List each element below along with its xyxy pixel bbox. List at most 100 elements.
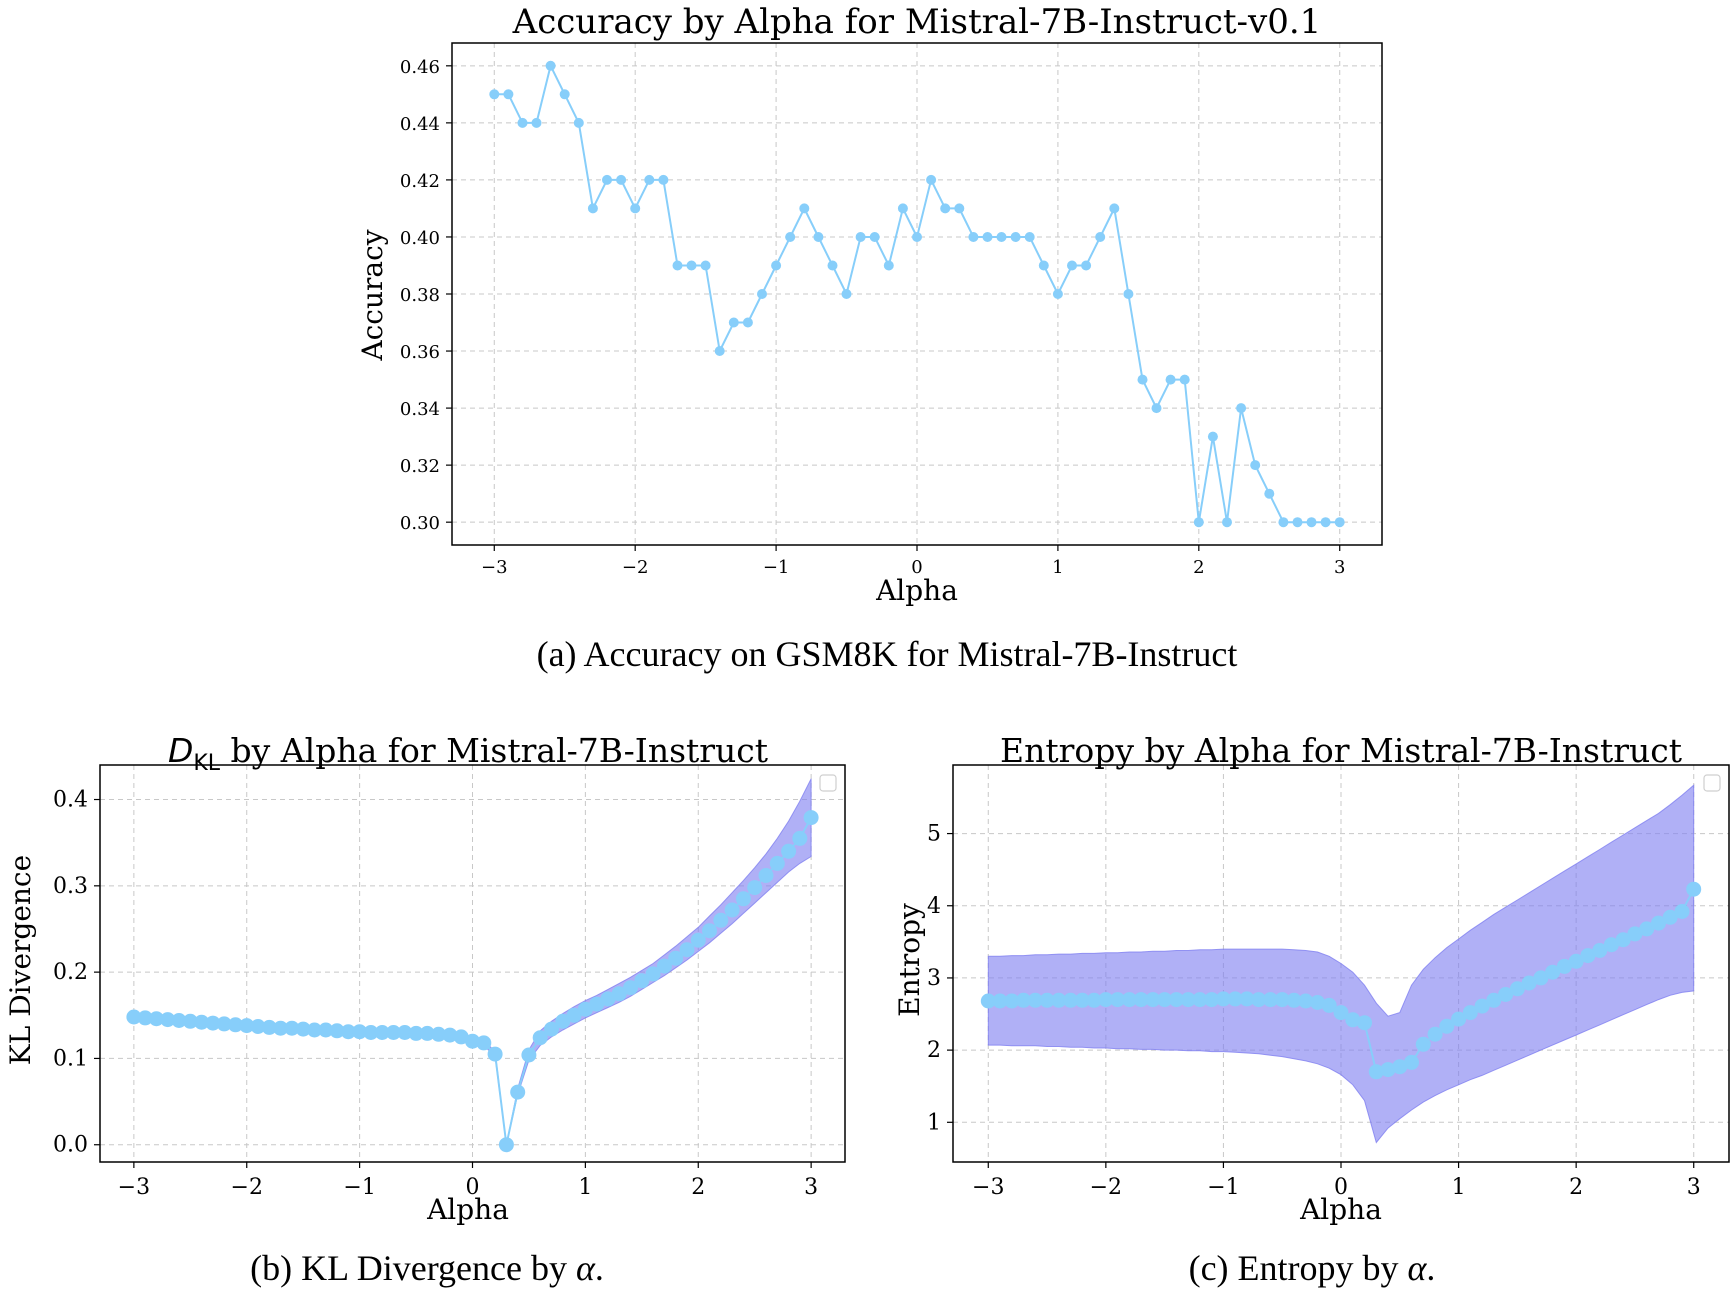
accuracy-point	[799, 203, 810, 214]
accuracy-ytick-label: 0.42	[400, 171, 440, 192]
entropy-point	[1239, 991, 1255, 1007]
accuracy-xtick-label: −3	[481, 557, 508, 578]
kl-xtick-label: −1	[343, 1175, 375, 1200]
entropy-ytick-label: 2	[927, 1038, 941, 1063]
entropy-point	[1451, 1011, 1467, 1027]
entropy-point	[1110, 992, 1126, 1008]
accuracy-point	[827, 260, 838, 271]
kl-legend-box	[819, 774, 837, 792]
kl-xtick-label: −2	[231, 1175, 263, 1200]
entropy-point	[1051, 992, 1067, 1008]
entropy-point	[1074, 992, 1090, 1008]
kl-point	[160, 1012, 176, 1028]
entropy-point	[1192, 992, 1208, 1008]
kl-xtick-label: 0	[466, 1175, 480, 1200]
entropy-point	[1603, 937, 1619, 953]
entropy-xtick-label: 1	[1452, 1175, 1466, 1200]
entropy-point	[1674, 904, 1690, 919]
kl-xtick-label: 3	[804, 1175, 818, 1200]
entropy-chart: −3 −2 −1 0 1 2 3 1 2 3 4 5 Entropy by Alpha for Mis…	[893, 731, 1730, 1226]
accuracy-point	[869, 232, 880, 242]
entropy-point	[1686, 881, 1702, 897]
accuracy-point	[1109, 203, 1120, 214]
entropy-xtick-label: −2	[1090, 1175, 1122, 1200]
entropy-point	[1286, 992, 1302, 1008]
accuracy-point	[728, 317, 739, 328]
accuracy-point	[1193, 517, 1204, 528]
accuracy-point	[489, 89, 500, 100]
entropy-point	[1615, 932, 1631, 948]
kl-point	[228, 1017, 243, 1033]
kl-point	[589, 996, 605, 1012]
kl-point	[679, 942, 695, 958]
kl-point	[397, 1025, 413, 1040]
entropy-point	[1639, 921, 1655, 937]
caption-c-alpha: α	[1408, 1248, 1428, 1288]
accuracy-title: Accuracy by Alpha for Mistral-7B-Instruc…	[512, 2, 1322, 42]
accuracy-point	[996, 232, 1007, 242]
entropy-point	[1545, 964, 1561, 980]
entropy-point	[1380, 1062, 1396, 1078]
kl-point	[171, 1013, 187, 1028]
kl-point	[668, 950, 684, 966]
entropy-point	[1310, 995, 1325, 1010]
entropy-point	[1415, 1036, 1431, 1052]
accuracy-ytick-label: 0.32	[400, 456, 440, 477]
accuracy-point	[602, 174, 612, 185]
accuracy-point	[1179, 374, 1190, 385]
kl-ytick-label: 0.2	[53, 960, 88, 985]
accuracy-point	[1222, 517, 1232, 528]
entropy-band-area	[987, 784, 1695, 1144]
accuracy-ytick-label: 0.44	[400, 114, 440, 135]
kl-divergence-chart: −3 −2 −1 0 1 2 3 0.0 0.1 0.2 0.3 0.4 DKL by Alpha f…	[4, 731, 846, 1226]
accuracy-point	[1334, 517, 1345, 528]
entropy-point	[1004, 993, 1020, 1009]
entropy-point	[1039, 992, 1055, 1008]
entropy-point	[1392, 1059, 1408, 1075]
kl-point	[329, 1023, 345, 1039]
accuracy-point	[757, 289, 767, 299]
accuracy-point	[1081, 260, 1092, 271]
entropy-ticks: −3 −2 −1 0 1 2 3 1 2 3 4 5	[927, 822, 1701, 1200]
accuracy-point	[742, 317, 753, 328]
accuracy-point	[1052, 289, 1063, 299]
entropy-ytick-label: 4	[927, 894, 941, 919]
kl-point	[239, 1018, 255, 1034]
kl-point	[205, 1015, 221, 1031]
kl-point	[566, 1007, 582, 1023]
entropy-point	[1168, 992, 1184, 1008]
entropy-point	[1521, 975, 1537, 991]
kl-point	[600, 991, 616, 1007]
kl-point	[623, 980, 638, 996]
kl-point	[340, 1024, 356, 1040]
kl-xlabel: Alpha	[426, 1193, 509, 1226]
entropy-point	[1427, 1026, 1443, 1042]
caption-a: (a) Accuracy on GSM8K for Mistral-7B-Ins…	[537, 634, 1238, 674]
entropy-plot-frame	[952, 764, 1730, 1163]
kl-ytick-label: 0.3	[53, 874, 88, 899]
accuracy-point	[1207, 431, 1218, 442]
accuracy-point	[771, 260, 782, 271]
kl-title-symbol: D	[168, 731, 193, 770]
kl-point	[194, 1014, 210, 1030]
accuracy-points	[489, 60, 1345, 528]
accuracy-point	[672, 260, 683, 271]
kl-point	[713, 912, 729, 928]
kl-point	[374, 1025, 390, 1040]
kl-point	[510, 1084, 526, 1100]
entropy-point	[1263, 992, 1278, 1008]
accuracy-point	[1278, 517, 1289, 528]
kl-point	[521, 1047, 537, 1063]
kl-point	[273, 1020, 289, 1036]
accuracy-point	[1264, 488, 1275, 499]
accuracy-ytick-label: 0.36	[400, 342, 440, 363]
kl-point	[295, 1021, 311, 1037]
entropy-point	[1580, 948, 1596, 964]
accuracy-ytick-label: 0.34	[400, 399, 440, 420]
kl-point	[702, 923, 717, 939]
accuracy-point	[587, 203, 598, 214]
kl-point	[148, 1011, 164, 1027]
accuracy-point	[1010, 232, 1021, 242]
kl-point	[465, 1033, 480, 1049]
